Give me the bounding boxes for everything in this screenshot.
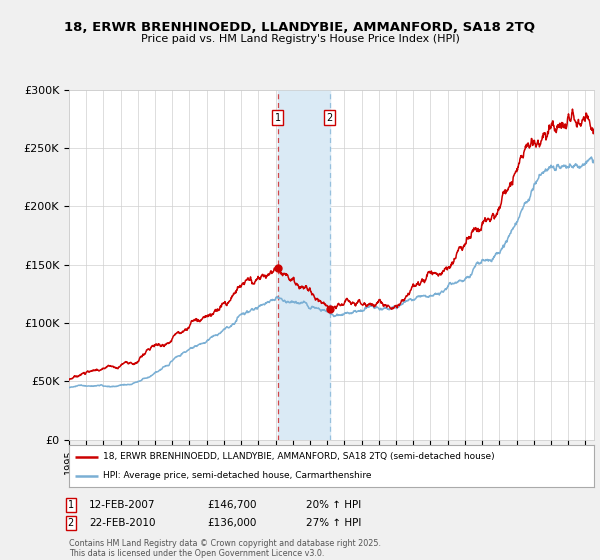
Text: 27% ↑ HPI: 27% ↑ HPI [306,518,361,528]
Text: 22-FEB-2010: 22-FEB-2010 [89,518,155,528]
Text: 18, ERWR BRENHINOEDD, LLANDYBIE, AMMANFORD, SA18 2TQ: 18, ERWR BRENHINOEDD, LLANDYBIE, AMMANFO… [65,21,536,34]
Text: 20% ↑ HPI: 20% ↑ HPI [306,500,361,510]
Text: 2: 2 [68,518,74,528]
Text: 2: 2 [326,113,333,123]
Text: 12-FEB-2007: 12-FEB-2007 [89,500,155,510]
Text: 1: 1 [275,113,281,123]
Text: HPI: Average price, semi-detached house, Carmarthenshire: HPI: Average price, semi-detached house,… [103,472,371,480]
Text: Contains HM Land Registry data © Crown copyright and database right 2025.
This d: Contains HM Land Registry data © Crown c… [69,539,381,558]
Text: Price paid vs. HM Land Registry's House Price Index (HPI): Price paid vs. HM Land Registry's House … [140,34,460,44]
Text: 1: 1 [68,500,74,510]
Text: £146,700: £146,700 [207,500,257,510]
Text: 18, ERWR BRENHINOEDD, LLANDYBIE, AMMANFORD, SA18 2TQ (semi-detached house): 18, ERWR BRENHINOEDD, LLANDYBIE, AMMANFO… [103,452,495,461]
Bar [278,90,330,440]
Text: £136,000: £136,000 [207,518,256,528]
